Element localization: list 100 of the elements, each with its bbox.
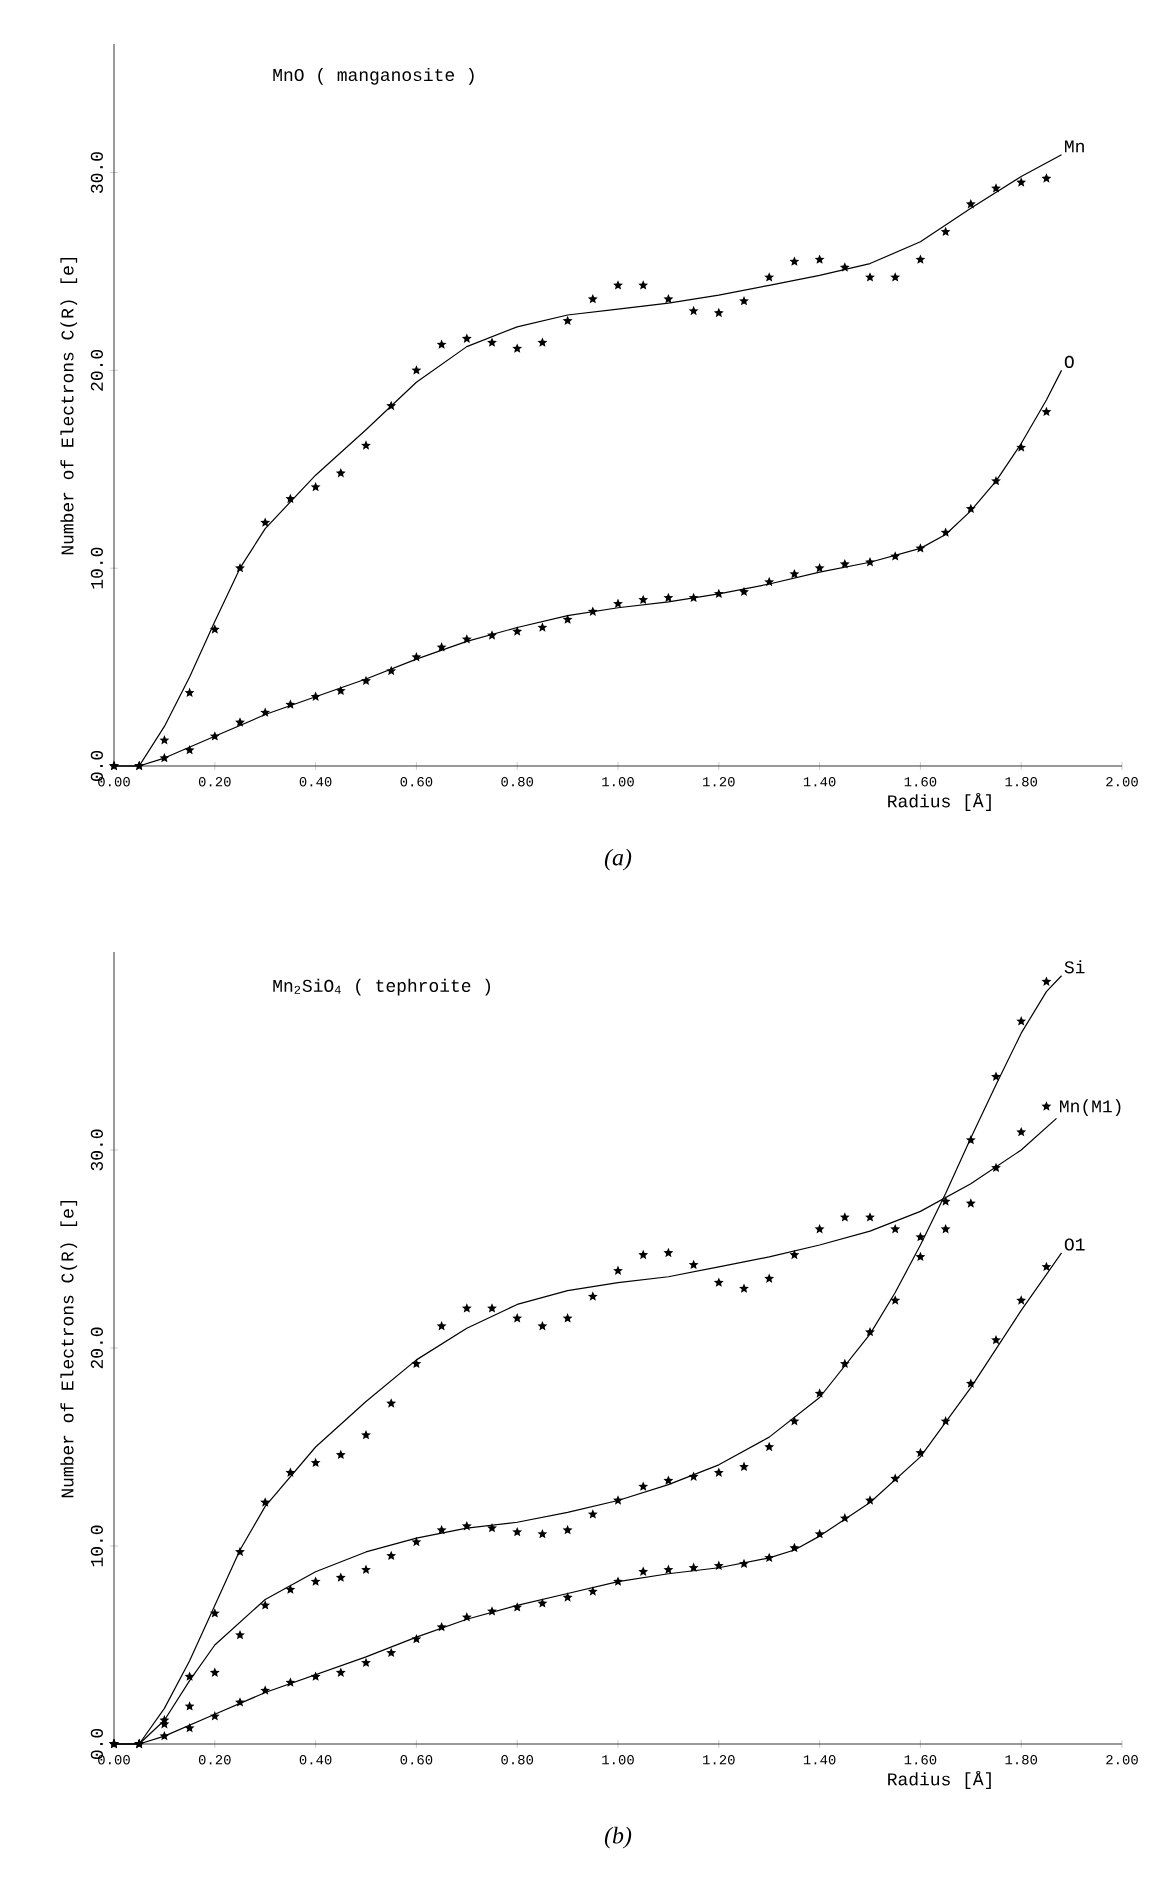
point — [1041, 173, 1052, 183]
point — [235, 1629, 245, 1640]
point — [209, 624, 220, 634]
y-tick-label: 10.0 — [90, 547, 103, 589]
point — [285, 493, 296, 504]
y-tick-label: 30.0 — [90, 152, 103, 193]
point — [991, 183, 1001, 193]
point — [839, 262, 850, 272]
text: MnO ( manganosite ) — [273, 67, 474, 85]
point — [814, 1388, 825, 1398]
point — [184, 1671, 195, 1681]
point — [184, 1701, 195, 1711]
point — [537, 1321, 548, 1331]
point — [663, 1247, 674, 1258]
point — [487, 1606, 497, 1616]
point — [1041, 406, 1052, 417]
point — [335, 1572, 346, 1582]
point — [789, 568, 800, 579]
point — [310, 691, 321, 701]
point — [461, 1303, 472, 1313]
point — [487, 1523, 497, 1533]
point — [1016, 1016, 1027, 1026]
point — [991, 1162, 1001, 1173]
point — [890, 272, 901, 282]
point — [512, 1526, 523, 1537]
point — [965, 199, 976, 209]
point — [512, 1602, 523, 1612]
point — [487, 630, 497, 640]
point — [688, 1471, 699, 1481]
series-label: Si — [1064, 960, 1085, 974]
point — [1016, 177, 1027, 187]
point — [764, 272, 775, 282]
point — [461, 634, 472, 644]
point — [865, 1326, 875, 1337]
point — [965, 1198, 976, 1208]
point — [285, 1467, 296, 1477]
point — [713, 1467, 724, 1477]
point — [411, 1536, 422, 1547]
point — [713, 1277, 724, 1287]
series-label: Mn — [1065, 140, 1084, 153]
point — [562, 1524, 573, 1535]
point — [310, 1576, 321, 1586]
point — [159, 752, 170, 763]
point — [159, 735, 170, 745]
point — [436, 1622, 447, 1632]
point — [537, 1528, 548, 1539]
point — [562, 1313, 573, 1323]
point — [587, 1586, 598, 1596]
y-tick-label: 20.0 — [90, 1327, 103, 1369]
point — [436, 1524, 447, 1535]
point — [436, 339, 447, 349]
point — [235, 717, 245, 727]
point — [461, 1521, 472, 1531]
chart-title: Mn$_{2}$SiO$_{4}$ ( tephroite ) — [273, 978, 491, 996]
point — [638, 1566, 649, 1576]
point — [890, 1224, 901, 1234]
point — [663, 1564, 674, 1574]
point — [436, 1321, 447, 1331]
point — [285, 699, 296, 709]
point — [209, 1711, 220, 1721]
point — [713, 1560, 724, 1570]
point — [839, 1513, 850, 1523]
point — [688, 592, 699, 603]
point — [865, 272, 875, 282]
y-tick-label: 10.0 — [90, 1525, 103, 1567]
point — [310, 481, 321, 492]
point — [613, 280, 623, 290]
point — [613, 598, 623, 608]
point — [184, 1722, 195, 1733]
point — [663, 592, 674, 603]
point — [310, 1671, 321, 1681]
point — [1016, 442, 1027, 452]
point — [940, 1416, 951, 1426]
point — [1041, 976, 1052, 986]
point — [512, 626, 523, 636]
point — [688, 1259, 699, 1270]
point — [789, 1542, 800, 1553]
point — [260, 1600, 271, 1610]
point — [915, 1447, 926, 1458]
point — [638, 594, 649, 605]
point — [159, 1730, 170, 1741]
point — [764, 1441, 775, 1452]
point — [991, 1334, 1001, 1345]
point — [411, 1358, 422, 1369]
point — [260, 1685, 271, 1695]
point — [613, 1495, 623, 1505]
point — [713, 307, 724, 318]
point — [890, 1473, 901, 1483]
series-label: O — [1064, 355, 1074, 368]
point — [184, 744, 195, 755]
point — [461, 1612, 472, 1622]
y-tick-label: 30.0 — [90, 1129, 103, 1171]
point — [537, 622, 548, 632]
point — [890, 1295, 901, 1305]
point — [361, 675, 371, 686]
point — [386, 400, 397, 411]
point — [814, 562, 825, 573]
series-label: Mn(M1) — [1060, 1099, 1121, 1116]
point — [739, 586, 749, 597]
text: (b) — [604, 1826, 632, 1849]
